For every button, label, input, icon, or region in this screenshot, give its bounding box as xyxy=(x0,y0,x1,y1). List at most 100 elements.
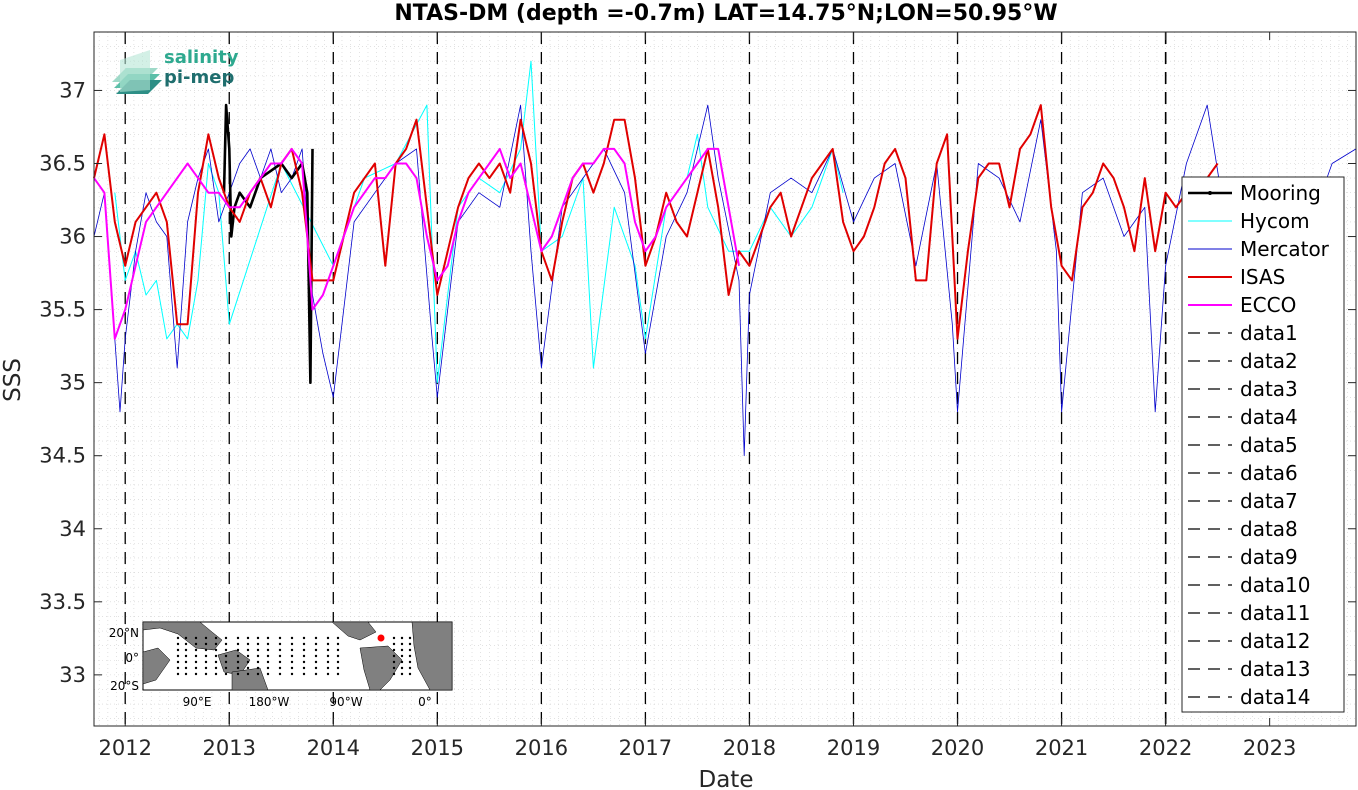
chart-title: NTAS-DM (depth =-0.7m) LAT=14.75°N;LON=5… xyxy=(394,1,1057,26)
x-tick-label: 2020 xyxy=(931,736,984,760)
map-xlabel-0: 0° xyxy=(418,695,432,709)
legend-label: data13 xyxy=(1240,657,1311,681)
map-site-dot xyxy=(336,654,340,658)
map-site-dot xyxy=(392,654,396,658)
series-line-ecco xyxy=(93,147,740,340)
map-site-dot xyxy=(236,660,240,664)
map-xlabel-90w: 90°W xyxy=(329,695,362,709)
legend-item-mooring: Mooring xyxy=(1188,181,1321,205)
map-site-dot xyxy=(392,642,396,646)
map-site-dot xyxy=(278,636,282,640)
legend-item-data6: data6 xyxy=(1188,461,1298,485)
map-site-dot xyxy=(224,660,228,664)
map-site-dot xyxy=(176,666,180,670)
map-site-dot xyxy=(176,648,180,652)
map-site-dot xyxy=(214,672,218,676)
series-lines xyxy=(93,60,1357,457)
map-site-dot xyxy=(204,666,208,670)
map-site-dot xyxy=(236,672,240,676)
map-site-dot xyxy=(176,642,180,646)
map-site-dot xyxy=(278,642,282,646)
map-site-dot xyxy=(256,672,260,676)
x-tick-label: 2015 xyxy=(411,736,464,760)
map-site-dot xyxy=(184,642,188,646)
map-site-dot xyxy=(302,660,306,664)
map-site-dot xyxy=(184,666,188,670)
map-site-dot xyxy=(302,666,306,670)
map-xlabel-90e: 90°E xyxy=(183,695,212,709)
map-land-north-america xyxy=(331,621,377,641)
map-site-dot xyxy=(290,636,294,640)
legend-item-mercator: Mercator xyxy=(1188,237,1330,261)
map-site-dot xyxy=(408,654,412,658)
map-site-dot xyxy=(326,642,330,646)
map-site-dot xyxy=(256,636,260,640)
map-site-dot xyxy=(184,636,188,640)
y-tick-label: 35 xyxy=(59,371,86,395)
map-site-dot xyxy=(184,672,188,676)
y-tick-label: 36 xyxy=(59,225,86,249)
map-site-dot xyxy=(256,642,260,646)
legend-label: Hycom xyxy=(1240,209,1310,233)
logo-line2: pi-mep xyxy=(164,67,234,88)
map-site-dot xyxy=(266,636,270,640)
map-site-dot xyxy=(290,648,294,652)
legend-label: data2 xyxy=(1240,349,1298,373)
map-site-dot xyxy=(176,654,180,658)
legend-item-data4: data4 xyxy=(1188,405,1298,429)
plot-area xyxy=(94,32,1356,726)
map-site-dot xyxy=(204,648,208,652)
map-site-dot xyxy=(400,648,404,652)
legend-item-data3: data3 xyxy=(1188,377,1298,401)
x-tick-label: 2013 xyxy=(203,736,256,760)
map-site-dot xyxy=(204,642,208,646)
map-site-dot xyxy=(314,666,318,670)
map-land-africa xyxy=(411,621,453,691)
legend-label: ISAS xyxy=(1240,265,1285,289)
map-site-dot xyxy=(408,672,412,676)
map-site-dot xyxy=(224,672,228,676)
map-mooring-sites xyxy=(176,636,412,676)
map-site-dot xyxy=(236,654,240,658)
map-site-dot xyxy=(314,660,318,664)
y-tick-label: 36.5 xyxy=(39,151,86,175)
y-tick-label: 33.5 xyxy=(39,590,86,614)
map-site-dot xyxy=(246,636,250,640)
x-tick-label: 2021 xyxy=(1035,736,1088,760)
legend: Mooring Hycom Mercator ISAS ECCO data1 data2 da… xyxy=(1181,176,1345,713)
map-site-dot xyxy=(224,648,228,652)
map-site-dot xyxy=(256,666,260,670)
x-tick-label: 2018 xyxy=(723,736,776,760)
map-land-south-america xyxy=(359,645,403,691)
map-site-dot xyxy=(336,672,340,676)
legend-label: data14 xyxy=(1240,685,1311,709)
map-site-dot xyxy=(400,666,404,670)
x-tick-label: 2012 xyxy=(98,736,151,760)
map-site-dot xyxy=(314,648,318,652)
map-site-dot xyxy=(256,660,260,664)
map-site-dot xyxy=(400,660,404,664)
map-site-dot xyxy=(326,672,330,676)
legend-label: data3 xyxy=(1240,377,1298,401)
legend-label: data11 xyxy=(1240,601,1311,625)
map-site-dot xyxy=(194,636,198,640)
series-line-hycom xyxy=(114,60,844,384)
map-site-dot xyxy=(392,660,396,664)
map-site-dot xyxy=(290,642,294,646)
map-site-dot xyxy=(184,654,188,658)
salinity-pi-mep-logo: salinity pi-mep xyxy=(112,47,239,94)
legend-label: data6 xyxy=(1240,461,1298,485)
map-site-dot xyxy=(266,648,270,652)
map-site-dot xyxy=(214,636,218,640)
map-land-africa-west xyxy=(142,647,171,685)
map-site-dot xyxy=(278,666,282,670)
map-site-dot xyxy=(246,672,250,676)
map-site-dot xyxy=(290,654,294,658)
map-site-dot xyxy=(278,672,282,676)
y-tick-label: 34.5 xyxy=(39,444,86,468)
map-site-dot xyxy=(408,648,412,652)
y-tick-label: 37 xyxy=(59,78,86,102)
x-tick-label: 2017 xyxy=(619,736,672,760)
map-site-dot xyxy=(400,654,404,658)
map-site-dot xyxy=(314,672,318,676)
